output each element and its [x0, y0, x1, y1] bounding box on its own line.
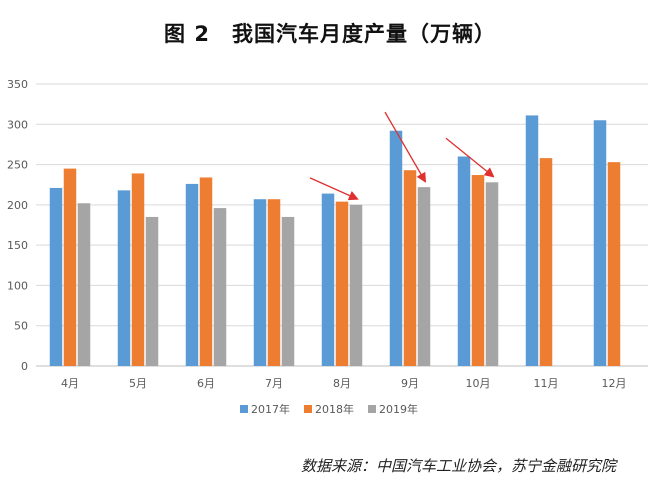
bar-2018年-8月: [335, 201, 349, 366]
bar-2017年-5月: [117, 190, 131, 366]
x-tick-label: 5月: [129, 377, 147, 390]
bar-2019年-10月: [485, 182, 499, 366]
y-tick-label: 100: [7, 279, 28, 292]
legend-swatch-2018年: [304, 405, 312, 413]
x-tick-label: 10月: [466, 377, 491, 390]
bar-2018年-11月: [539, 158, 553, 366]
y-tick-label: 150: [7, 239, 28, 252]
bar-2017年-12月: [593, 120, 607, 366]
bar-2019年-8月: [349, 204, 363, 366]
bar-2018年-4月: [63, 168, 77, 366]
bar-2019年-5月: [145, 216, 159, 366]
bar-2017年-11月: [525, 115, 539, 367]
legend-label-2019年: 2019年: [379, 402, 418, 416]
chart-title-text: 我国汽车月度产量（万辆）: [231, 22, 496, 46]
chart-title: 图 2 我国汽车月度产量（万辆）: [0, 18, 660, 48]
bar-2019年-7月: [281, 216, 295, 366]
bar-2017年-6月: [185, 183, 199, 366]
bar-2018年-12月: [607, 162, 621, 366]
bar-2017年-9月: [389, 130, 403, 366]
bar-2018年-10月: [471, 175, 485, 366]
annotation-arrow-9月: [384, 111, 427, 183]
bar-2018年-7月: [267, 199, 281, 366]
x-tick-label: 4月: [61, 377, 79, 390]
bar-2019年-4月: [77, 203, 91, 366]
x-tick-label: 7月: [265, 377, 283, 390]
legend-swatch-2019年: [368, 405, 376, 413]
bar-2018年-5月: [131, 173, 145, 366]
legend-label-2018年: 2018年: [315, 402, 354, 416]
x-tick-label: 8月: [333, 377, 351, 390]
bar-2017年-7月: [253, 199, 267, 366]
x-tick-label: 11月: [534, 377, 559, 390]
legend-swatch-2017年: [240, 405, 248, 413]
bar-2017年-8月: [321, 193, 335, 366]
annotation-arrow-8月: [309, 177, 359, 201]
x-tick-label: 9月: [401, 377, 419, 390]
bar-2018年-9月: [403, 170, 417, 366]
y-tick-label: 50: [14, 320, 28, 333]
bar-2017年-4月: [49, 187, 63, 366]
bar-2019年-9月: [417, 187, 431, 366]
x-tick-label: 12月: [602, 377, 627, 390]
y-tick-label: 350: [7, 78, 28, 91]
bar-2017年-10月: [457, 156, 471, 366]
y-tick-label: 0: [21, 360, 28, 373]
y-tick-label: 250: [7, 159, 28, 172]
y-tick-label: 300: [7, 118, 28, 131]
source-note: 数据来源：中国汽车工业协会，苏宁金融研究院: [300, 457, 616, 475]
annotation-arrow-10月: [445, 137, 495, 178]
legend-label-2017年: 2017年: [251, 402, 290, 416]
y-tick-label: 200: [7, 199, 28, 212]
bar-2018年-6月: [199, 177, 213, 366]
x-tick-label: 6月: [197, 377, 215, 390]
chart-title-label: 图 2: [164, 22, 210, 46]
bar-2019年-6月: [213, 208, 227, 366]
